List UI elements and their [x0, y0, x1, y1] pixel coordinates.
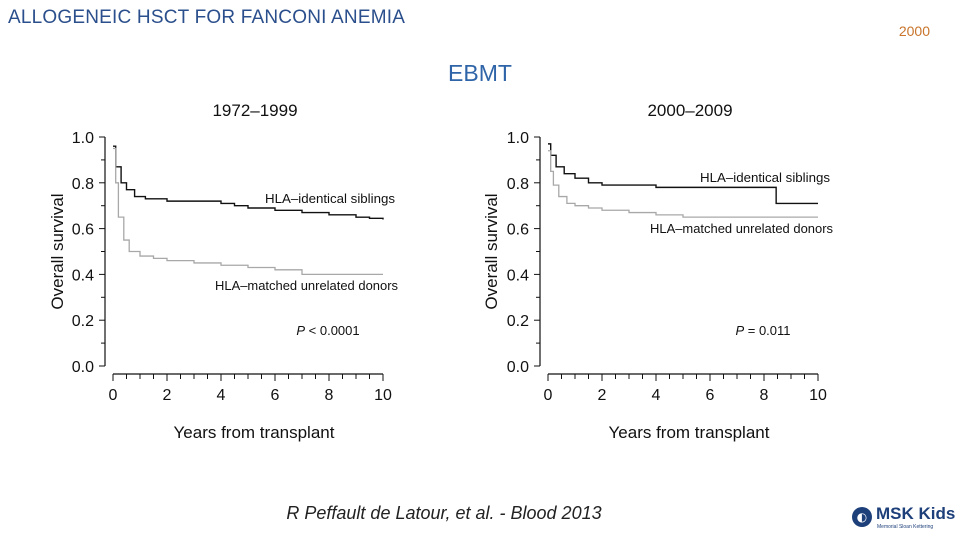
y-tick-label: 0.8 — [507, 176, 529, 193]
x-tick-label: 10 — [809, 387, 827, 404]
x-tick-label: 4 — [652, 387, 661, 404]
year-tag: 2000 — [898, 23, 930, 39]
y-tick-label: 0.2 — [72, 313, 94, 330]
x-tick-label: 6 — [706, 387, 715, 404]
x-tick-label: 0 — [109, 387, 118, 404]
msk-kids-logo: ◐ MSK Kids Memorial Sloan Kettering — [852, 504, 956, 534]
y-tick-label: 0.6 — [72, 222, 94, 239]
x-tick-label: 2 — [163, 387, 172, 404]
y-tick-label: 0.8 — [72, 176, 94, 193]
y-axis-label: Overall survival — [482, 193, 501, 309]
logo-tagline: Memorial Sloan Kettering — [877, 524, 934, 530]
slide-title: ALLOGENEIC HSCT FOR FANCONI ANEMIA — [8, 7, 406, 28]
x-tick-label: 8 — [325, 387, 334, 404]
logo-text: MSK Kids — [876, 504, 956, 523]
x-tick-label: 0 — [544, 387, 553, 404]
msk-logo-icon: ◐ — [852, 507, 872, 527]
x-axis-label: Years from transplant — [174, 423, 335, 442]
p-value-annotation: P = 0.011 — [735, 323, 790, 338]
citation: R Peffault de Latour, et al. - Blood 201… — [286, 503, 602, 523]
p-value-annotation: P < 0.0001 — [296, 323, 359, 338]
y-tick-label: 0.6 — [507, 222, 529, 239]
y-tick-label: 0.4 — [72, 267, 94, 284]
y-tick-label: 0.0 — [72, 359, 94, 376]
series-line-siblings — [113, 145, 384, 220]
y-tick-label: 0.2 — [507, 313, 529, 330]
x-tick-label: 8 — [760, 387, 769, 404]
series-label: HLA–identical siblings — [700, 171, 830, 185]
slide-subtitle: EBMT — [448, 60, 512, 86]
x-tick-label: 4 — [217, 387, 226, 404]
x-tick-label: 2 — [598, 387, 607, 404]
series-line-unrelated — [548, 150, 818, 218]
y-axis-label: Overall survival — [48, 193, 67, 309]
x-tick-label: 6 — [271, 387, 280, 404]
y-tick-label: 1.0 — [507, 130, 529, 147]
series-line-unrelated — [113, 147, 383, 276]
x-tick-label: 10 — [374, 387, 392, 404]
x-axis-label: Years from transplant — [609, 423, 770, 442]
series-label: HLA–matched unrelated donors — [215, 279, 398, 293]
series-label: HLA–identical siblings — [265, 192, 395, 206]
y-tick-label: 0.4 — [507, 267, 529, 284]
series-label: HLA–matched unrelated donors — [650, 222, 833, 236]
chart-title: 2000–2009 — [647, 101, 732, 120]
chart-title: 1972–1999 — [212, 101, 297, 120]
y-tick-label: 1.0 — [72, 130, 94, 147]
series-line-siblings — [548, 143, 818, 205]
y-tick-label: 0.0 — [507, 359, 529, 376]
